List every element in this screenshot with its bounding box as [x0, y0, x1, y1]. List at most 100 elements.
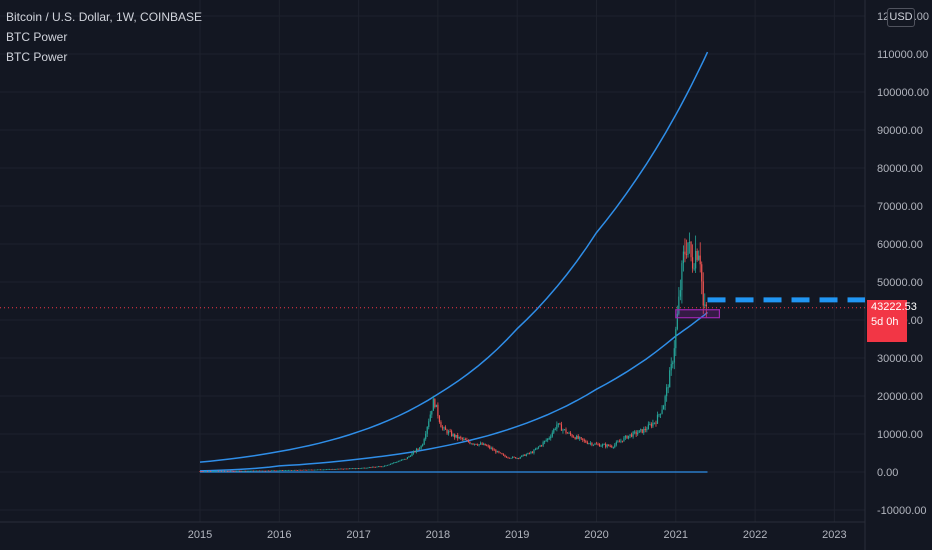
candle-body [647, 424, 649, 430]
candle-body [534, 449, 537, 451]
candle-body [658, 414, 660, 416]
candle-body [229, 470, 232, 472]
candle-body [687, 242, 689, 255]
candle-body [586, 442, 588, 444]
candle-body [275, 470, 277, 472]
candle-body [496, 451, 498, 453]
candle-body [472, 443, 474, 445]
candle-body [213, 471, 215, 472]
candle-body [653, 422, 656, 424]
candle-body [333, 468, 335, 470]
upper-power-curve [199, 51, 709, 463]
candle-body [348, 468, 351, 470]
candle-body [542, 442, 544, 446]
candle-body [512, 456, 514, 459]
candle-body [641, 429, 643, 433]
candle-body [402, 459, 404, 461]
y-tick-label: 10000.00 [877, 429, 923, 441]
candle-body [524, 454, 526, 456]
candle-body [423, 438, 425, 445]
candle-body [386, 464, 389, 466]
candle-body [595, 443, 598, 445]
candle-body [292, 470, 294, 471]
candle-body [390, 463, 392, 465]
candle-body [675, 329, 677, 349]
candle-body [547, 438, 549, 441]
candle-body [560, 424, 563, 431]
candle-body [412, 451, 415, 454]
candle-body [339, 468, 341, 470]
candle-body [566, 432, 569, 434]
candle-body [463, 439, 465, 440]
candle-body [283, 470, 285, 472]
candle-body [513, 456, 515, 458]
candle-body [695, 250, 697, 269]
candle-body [210, 470, 212, 472]
candle-body [217, 470, 219, 472]
lower-power-curve [199, 311, 708, 472]
candle-body [621, 440, 624, 442]
indicator-label-1[interactable]: BTC Power [6, 30, 68, 44]
candle-body [351, 468, 354, 470]
candle-body [306, 469, 308, 471]
candle-body [493, 449, 495, 451]
candle-body [598, 444, 601, 447]
candle-body [519, 457, 521, 459]
y-tick-label: 90000.00 [877, 125, 923, 137]
candle-body [399, 460, 401, 462]
candle-body [690, 242, 692, 258]
candle-body [656, 414, 659, 424]
x-tick-label: 2018 [426, 529, 450, 541]
candle-body [576, 435, 578, 440]
candle-body [236, 470, 238, 472]
candle-body [670, 364, 672, 371]
candle-body [553, 428, 555, 433]
currency-button[interactable]: USD [887, 8, 915, 27]
candle-body [688, 242, 691, 243]
candle-body [478, 444, 480, 446]
candle-body [632, 431, 634, 437]
candle-body [225, 470, 227, 472]
candle-body [666, 387, 668, 397]
candle-body [469, 441, 471, 444]
candle-body [484, 443, 486, 446]
candle-body [470, 443, 473, 445]
candle-body [678, 296, 680, 314]
candle-body [522, 454, 524, 456]
candle-body [434, 399, 436, 408]
candle-body [691, 257, 694, 269]
candle-body [510, 458, 512, 459]
candle-body [226, 470, 229, 472]
candle-body [329, 469, 331, 470]
candle-body [536, 447, 538, 450]
candle-body [440, 421, 442, 428]
candle-body [293, 469, 296, 471]
candle-body [417, 448, 419, 450]
candle-body [287, 470, 290, 471]
candle-body [249, 470, 251, 472]
candle-body [649, 424, 651, 426]
candle-body [615, 442, 617, 445]
candle-body [252, 470, 254, 472]
candle-body [499, 452, 502, 454]
candle-body [583, 440, 585, 441]
symbol-title[interactable]: Bitcoin / U.S. Dollar, 1W, COINBASE [6, 10, 203, 24]
candle-body [612, 447, 614, 448]
candle-body [231, 470, 233, 472]
candle-body [419, 448, 421, 450]
candle-body [344, 468, 346, 470]
candle-body [312, 469, 314, 471]
candle-body [203, 471, 206, 472]
candle-body [290, 469, 293, 471]
candle-body [234, 470, 236, 472]
candle-body [684, 251, 686, 255]
candle-body [263, 470, 265, 472]
candle-body [261, 470, 264, 472]
candle-body [362, 467, 364, 469]
candle-body [420, 445, 422, 449]
candle-body [451, 431, 453, 436]
indicator-label-2[interactable]: BTC Power [6, 50, 68, 64]
candle-body [464, 439, 466, 440]
candle-body [673, 348, 675, 363]
